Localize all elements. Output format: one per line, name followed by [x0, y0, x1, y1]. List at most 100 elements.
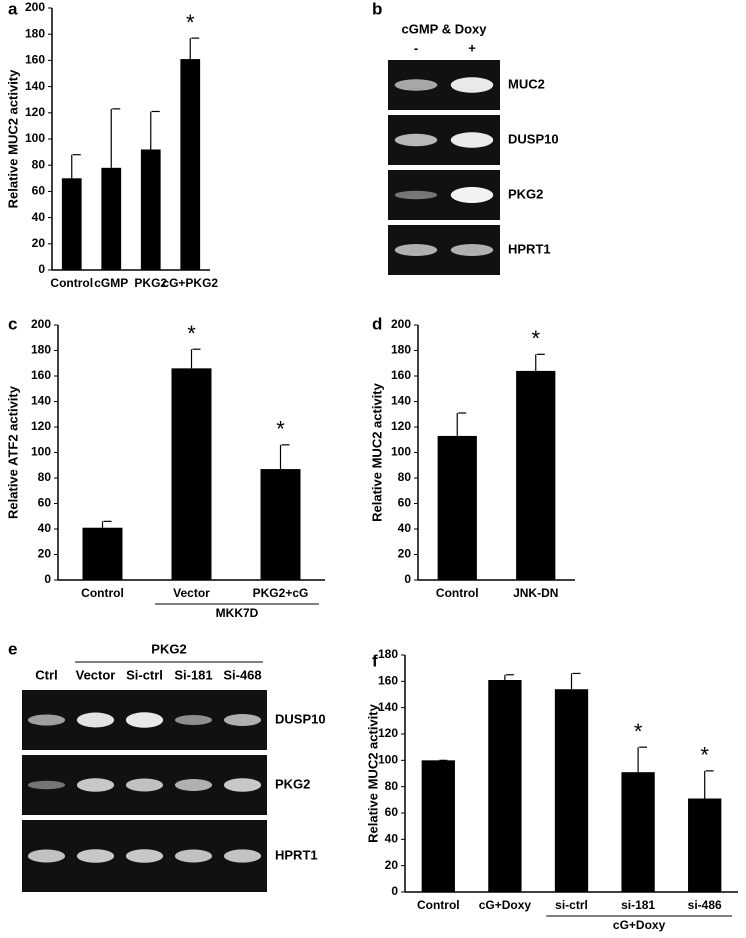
- x-tick-label: Control: [417, 898, 460, 912]
- row-label: PKG2: [275, 776, 310, 791]
- row-label: DUSP10: [275, 711, 326, 726]
- x-tick-label: cG+PKG2: [162, 276, 218, 290]
- y-tick-label: 80: [385, 779, 399, 793]
- band: [394, 190, 438, 200]
- y-tick-label: 60: [385, 805, 399, 819]
- band: [450, 187, 494, 203]
- band: [76, 849, 115, 863]
- lane-label: Ctrl: [35, 667, 57, 682]
- x-tick-label: PKG2+cG: [253, 586, 309, 600]
- bar: [437, 435, 477, 580]
- band: [394, 133, 438, 147]
- y-tick-label: 20: [398, 547, 412, 561]
- bar: [421, 760, 455, 892]
- y-tick-label: 120: [31, 419, 51, 433]
- x-tick-label: Control: [436, 586, 479, 600]
- significance-star: *: [634, 719, 643, 744]
- x-tick-label: Control: [81, 586, 124, 600]
- lane-label: Si-181: [174, 667, 212, 682]
- row-label: DUSP10: [508, 131, 559, 146]
- band: [450, 77, 494, 93]
- y-tick-label: 60: [38, 496, 52, 510]
- group-label: cG+Doxy: [613, 918, 666, 932]
- y-tick-label: 40: [38, 521, 52, 535]
- x-tick-label: cGMP: [94, 276, 128, 290]
- band: [27, 714, 66, 726]
- y-tick-label: 100: [391, 445, 411, 459]
- panel-letter: b: [372, 0, 382, 18]
- y-axis-label: Relative ATF2 activity: [5, 385, 20, 519]
- x-tick-label: si-486: [688, 898, 722, 912]
- panel-letter: e: [8, 639, 17, 658]
- y-tick-label: 120: [378, 726, 398, 740]
- y-tick-label: 200: [391, 317, 411, 331]
- y-tick-label: 80: [398, 470, 412, 484]
- y-tick-label: 80: [38, 470, 52, 484]
- bar: [82, 527, 123, 580]
- band: [27, 780, 66, 790]
- x-tick-label: Control: [50, 276, 93, 290]
- y-tick-label: 0: [38, 262, 45, 276]
- bar: [140, 149, 161, 270]
- group-label: MKK7D: [216, 606, 259, 620]
- significance-star: *: [187, 321, 196, 346]
- significance-star: *: [531, 326, 540, 351]
- y-tick-label: 200: [25, 0, 45, 14]
- y-tick-label: 0: [44, 572, 51, 586]
- bar: [260, 469, 301, 580]
- y-tick-label: 180: [25, 26, 45, 40]
- gel-header: PKG2: [151, 641, 186, 656]
- band: [76, 712, 115, 728]
- x-tick-label: si-ctrl: [555, 898, 588, 912]
- panel-letter: f: [372, 651, 378, 670]
- y-axis-label: Relative MUC2 activity: [5, 69, 20, 208]
- band: [27, 849, 66, 863]
- y-tick-label: 100: [378, 753, 398, 767]
- band: [125, 778, 164, 792]
- y-tick-label: 180: [378, 647, 398, 661]
- panel-letter: a: [8, 0, 18, 18]
- y-tick-label: 0: [391, 884, 398, 898]
- band: [125, 849, 164, 863]
- lane-label: Si-ctrl: [126, 667, 163, 682]
- y-tick-label: 80: [32, 157, 46, 171]
- y-tick-label: 160: [378, 674, 398, 688]
- y-tick-label: 140: [25, 79, 45, 93]
- band: [223, 849, 262, 863]
- band: [125, 712, 164, 728]
- y-tick-label: 20: [385, 858, 399, 872]
- y-tick-label: 160: [25, 53, 45, 67]
- x-tick-label: JNK-DN: [513, 586, 558, 600]
- x-tick-label: Vector: [173, 586, 210, 600]
- y-tick-label: 140: [391, 394, 411, 408]
- bar: [688, 798, 722, 892]
- significance-star: *: [186, 10, 195, 35]
- y-tick-label: 40: [398, 521, 412, 535]
- band: [174, 779, 213, 791]
- y-tick-label: 60: [32, 184, 46, 198]
- row-label: PKG2: [508, 186, 543, 201]
- band: [394, 244, 438, 256]
- gel-header: cGMP & Doxy: [401, 21, 487, 36]
- lane-label: Si-468: [223, 667, 261, 682]
- y-tick-label: 100: [31, 445, 51, 459]
- row-label: HPRT1: [275, 847, 318, 862]
- lane-label: Vector: [76, 667, 116, 682]
- y-tick-label: 160: [31, 368, 51, 382]
- y-tick-label: 40: [385, 832, 399, 846]
- y-tick-label: 140: [378, 700, 398, 714]
- bar: [488, 680, 522, 892]
- bar: [171, 368, 212, 580]
- y-tick-label: 20: [38, 547, 52, 561]
- y-tick-label: 40: [32, 210, 46, 224]
- lane-label: +: [468, 40, 476, 55]
- bar: [621, 772, 655, 892]
- y-tick-label: 100: [25, 131, 45, 145]
- y-tick-label: 140: [31, 394, 51, 408]
- band: [450, 132, 494, 148]
- x-tick-label: si-181: [621, 898, 655, 912]
- band: [450, 244, 494, 256]
- x-tick-label: PKG2: [134, 276, 167, 290]
- panel-letter: d: [372, 314, 382, 333]
- bar: [180, 59, 201, 271]
